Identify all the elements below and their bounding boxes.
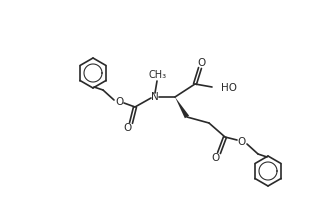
Text: HO: HO [221, 83, 237, 93]
Text: O: O [197, 58, 205, 68]
Text: CH₃: CH₃ [149, 70, 167, 80]
Text: O: O [115, 97, 123, 107]
Polygon shape [175, 97, 189, 118]
Text: O: O [238, 137, 246, 147]
Text: O: O [211, 153, 219, 163]
Text: N: N [151, 92, 159, 102]
Text: O: O [124, 123, 132, 133]
